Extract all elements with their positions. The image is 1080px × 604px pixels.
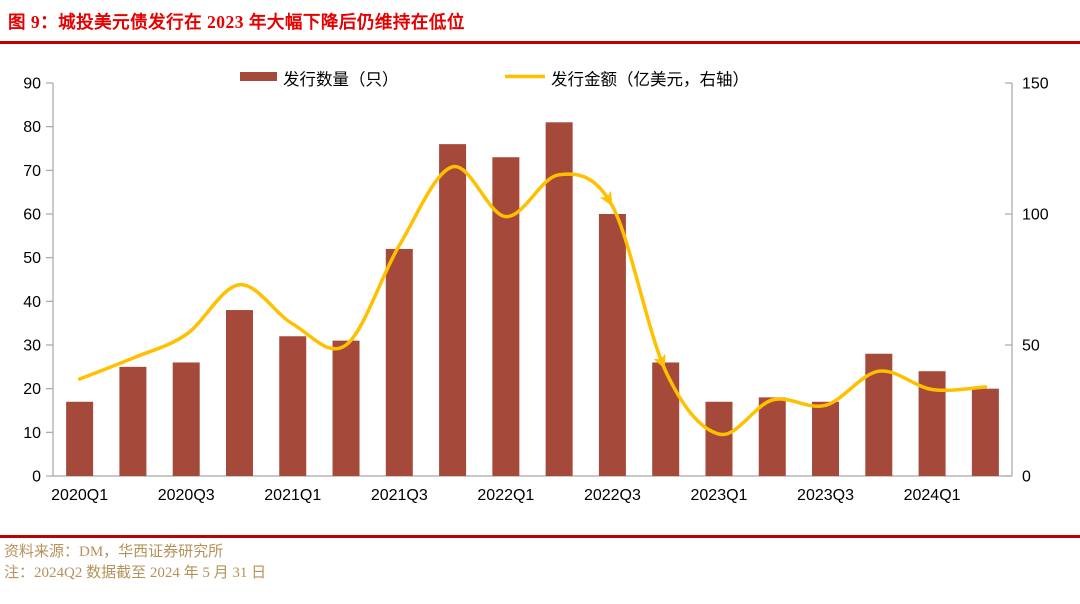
amount-line-series	[77, 165, 988, 437]
down-arrow-annotation-2022Q3	[599, 190, 613, 207]
x-axis-tick-label: 2024Q1	[904, 487, 961, 504]
left-axis-tick-label: 70	[23, 163, 41, 180]
bar-2023Q2	[758, 397, 786, 476]
legend-bar-swatch	[240, 72, 277, 81]
down-arrow-annotation-2022Q4	[653, 353, 666, 370]
x-axis-tick-label: 2022Q1	[477, 487, 534, 504]
bar-2024Q2	[971, 388, 999, 476]
bar-2022Q1	[492, 157, 520, 476]
right-axis-tick-label: 100	[1022, 207, 1049, 224]
chart-area: 0 10 20 30 40 50 60 70 80 90 0 50 100 150 2020Q1 2020Q3…	[0, 44, 1080, 514]
bar-2020Q2	[119, 366, 147, 476]
bar-2023Q1	[705, 401, 733, 476]
bar-2022Q2	[545, 122, 573, 477]
left-axis-tick-label: 30	[23, 338, 41, 355]
left-axis-tick-label: 60	[23, 207, 41, 224]
bar-2021Q3	[385, 248, 413, 476]
bar-2022Q3	[598, 214, 626, 476]
right-axis-tick-label: 150	[1022, 76, 1049, 93]
bar-2021Q1	[279, 336, 307, 476]
figure-title: 图 9：城投美元债发行在 2023 年大幅下降后仍维持在低位	[8, 12, 465, 32]
bond-issuance-combo-chart: 0 10 20 30 40 50 60 70 80 90 0 50 100 150 2020Q1 2020Q3…	[23, 70, 1049, 504]
left-axis-tick-label: 0	[32, 469, 41, 486]
left-axis-tick-label: 20	[23, 381, 41, 398]
left-axis-tick-label: 40	[23, 294, 41, 311]
left-axis-tick-label: 10	[23, 425, 41, 442]
bar-2020Q3	[172, 362, 200, 476]
bar-2021Q2	[332, 340, 360, 476]
right-axis-tick-label: 0	[1022, 469, 1031, 486]
title-divider-line	[0, 41, 1080, 44]
x-axis-tick-label: 2021Q3	[371, 487, 428, 504]
x-axis-tick-label: 2023Q3	[797, 487, 854, 504]
legend-bar-label: 发行数量（只）	[283, 70, 399, 89]
x-axis-tick-label: 2021Q1	[264, 487, 321, 504]
x-axis-tick-label: 2020Q1	[51, 487, 108, 504]
footer-divider-line	[0, 535, 1080, 538]
right-axis-tick-label: 50	[1022, 338, 1040, 355]
bar-2020Q1	[66, 401, 94, 476]
x-axis-tick-label: 2022Q3	[584, 487, 641, 504]
left-axis-tick-label: 50	[23, 250, 41, 267]
bar-2023Q3	[812, 401, 840, 476]
bar-2022Q4	[652, 362, 680, 476]
left-axis-tick-label: 90	[23, 76, 41, 93]
legend-line-label: 发行金额（亿美元，右轴）	[551, 70, 749, 89]
x-axis-tick-label: 2020Q3	[158, 487, 215, 504]
cutoff-note: 注：2024Q2 数据截至 2024 年 5 月 31 日	[4, 565, 267, 581]
footer-notes: 资料来源：DM，华西证券研究所 注：2024Q2 数据截至 2024 年 5 月…	[0, 538, 1080, 584]
bar-2021Q4	[439, 144, 467, 476]
left-axis-tick-label: 80	[23, 119, 41, 136]
bar-2020Q4	[225, 310, 253, 476]
x-axis-tick-label: 2023Q1	[691, 487, 748, 504]
source-note: 资料来源：DM，华西证券研究所	[4, 544, 224, 560]
